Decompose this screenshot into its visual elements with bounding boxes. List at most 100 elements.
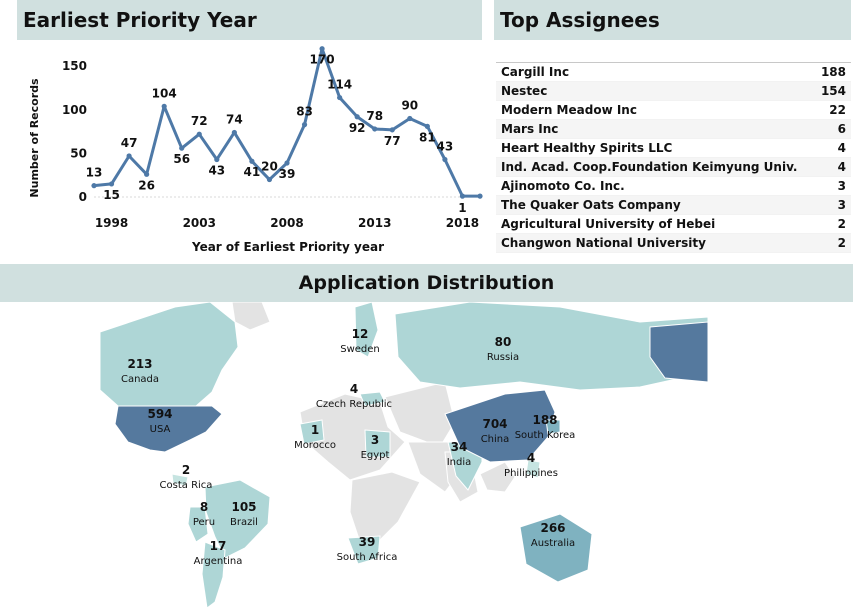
country-south-korea[interactable]: [545, 419, 561, 435]
assignee-name: Changwon National University: [501, 236, 706, 250]
country-name-label: India: [447, 457, 472, 468]
assignee-count: 4: [837, 141, 846, 155]
country-value-label: 2: [182, 463, 190, 477]
data-label: 170: [310, 53, 335, 67]
country-value-label: 4: [350, 382, 358, 396]
data-point[interactable]: [442, 156, 448, 163]
assignee-count: 3: [837, 179, 846, 193]
country-brazil[interactable]: [204, 479, 271, 559]
country-usa[interactable]: [114, 405, 223, 453]
country-name-label: Australia: [531, 538, 575, 549]
country-egypt[interactable]: [364, 429, 391, 458]
data-point[interactable]: [477, 193, 483, 199]
assignee-row[interactable]: Ajinomoto Co. Inc. 3: [496, 177, 851, 196]
data-point[interactable]: [354, 114, 360, 120]
data-point[interactable]: [91, 183, 97, 189]
country-value-label: 105: [231, 500, 256, 514]
data-point[interactable]: [231, 129, 237, 136]
data-label: 15: [103, 188, 120, 202]
country-name-label: South Africa: [337, 552, 398, 563]
country-russia[interactable]: [394, 302, 709, 391]
assignee-name: Nestec: [501, 84, 548, 98]
country-china[interactable]: [444, 389, 556, 463]
assignee-name: Cargill Inc: [501, 65, 570, 79]
assignee-row[interactable]: Modern Meadow Inc 22: [496, 101, 851, 120]
assignee-row[interactable]: The Quaker Oats Company 3: [496, 196, 851, 215]
assignee-row[interactable]: Ind. Acad. Coop.Foundation Keimyung Univ…: [496, 158, 851, 177]
data-point[interactable]: [249, 158, 255, 164]
assignee-name: Modern Meadow Inc: [501, 103, 637, 117]
country-sweden[interactable]: [354, 302, 379, 358]
country-name-label: Argentina: [194, 556, 243, 567]
country-value-label: 3: [371, 433, 379, 447]
data-point[interactable]: [214, 156, 220, 163]
data-point[interactable]: [319, 46, 325, 52]
data-point[interactable]: [196, 131, 202, 137]
data-point[interactable]: [126, 153, 132, 159]
data-label: 1: [458, 201, 466, 215]
assignee-count: 6: [837, 122, 846, 136]
country-south-africa[interactable]: [347, 535, 381, 565]
assignee-count: 154: [820, 84, 846, 98]
country-australia[interactable]: [519, 513, 593, 583]
assignee-name: Agricultural University of Hebei: [501, 217, 716, 231]
data-label: 56: [173, 152, 190, 166]
data-point[interactable]: [284, 160, 290, 166]
data-point[interactable]: [407, 115, 413, 122]
data-point[interactable]: [161, 103, 167, 109]
country-costa-rica[interactable]: [171, 473, 189, 487]
data-label: 20: [261, 160, 278, 174]
data-label: 114: [327, 78, 352, 92]
data-point[interactable]: [372, 126, 378, 132]
x-tick-label: 2018: [446, 216, 479, 230]
data-point[interactable]: [337, 94, 343, 101]
assignee-count: 188: [820, 65, 846, 79]
data-label: 43: [208, 163, 225, 177]
assignee-row[interactable]: Agricultural University of Hebei 2: [496, 215, 851, 234]
assignee-row[interactable]: Cargill Inc 188: [496, 63, 851, 82]
data-label: 92: [349, 121, 366, 135]
data-point[interactable]: [389, 127, 395, 133]
country-value-label: 704: [482, 417, 507, 431]
country-name-label: South Korea: [515, 430, 576, 441]
no-data-countries: [231, 302, 516, 543]
data-point[interactable]: [108, 181, 115, 187]
data-label: 77: [384, 134, 401, 148]
application-distribution-map[interactable]: 213 Canada 594 USA 2 Costa Rica 8 Peru 105 Brazil…: [0, 302, 853, 615]
assignee-row[interactable]: Mars Inc 6: [496, 120, 851, 139]
data-point[interactable]: [459, 193, 466, 199]
data-label: 90: [401, 99, 418, 113]
country-alaska[interactable]: [649, 321, 709, 383]
country-value-label: 39: [359, 535, 376, 549]
country-peru[interactable]: [187, 506, 209, 543]
assignee-count: 3: [837, 198, 846, 212]
data-point[interactable]: [266, 176, 273, 183]
assignee-row[interactable]: Heart Healthy Spirits LLC 4: [496, 139, 851, 158]
country-name-label: China: [481, 434, 510, 445]
data-point[interactable]: [179, 145, 185, 151]
data-point[interactable]: [301, 122, 308, 128]
country-name-label: Sweden: [340, 344, 380, 355]
country-czech-republic[interactable]: [359, 391, 386, 407]
country-value-label: 17: [210, 539, 227, 553]
country-canada[interactable]: [99, 302, 239, 407]
data-label: 83: [296, 105, 313, 119]
data-point[interactable]: [424, 123, 430, 129]
data-label: 41: [244, 165, 261, 179]
country-name-label: USA: [150, 424, 171, 435]
assignee-row[interactable]: Changwon National University 2: [496, 234, 851, 253]
data-point[interactable]: [144, 171, 150, 177]
country-value-label: 594: [147, 407, 172, 421]
x-tick-label: 1998: [95, 216, 128, 230]
application-distribution-title: Application Distribution: [0, 264, 853, 302]
country-morocco[interactable]: [299, 419, 325, 445]
assignee-name: Ind. Acad. Coop.Foundation Keimyung Univ…: [501, 160, 798, 174]
country-name-label: Czech Republic: [316, 399, 392, 410]
assignee-row[interactable]: Nestec 154: [496, 82, 851, 101]
country-philippines[interactable]: [525, 459, 541, 479]
country-argentina[interactable]: [201, 541, 226, 609]
y-tick-label: 50: [70, 146, 87, 160]
country-value-label: 266: [540, 521, 565, 535]
data-label: 39: [279, 167, 296, 181]
